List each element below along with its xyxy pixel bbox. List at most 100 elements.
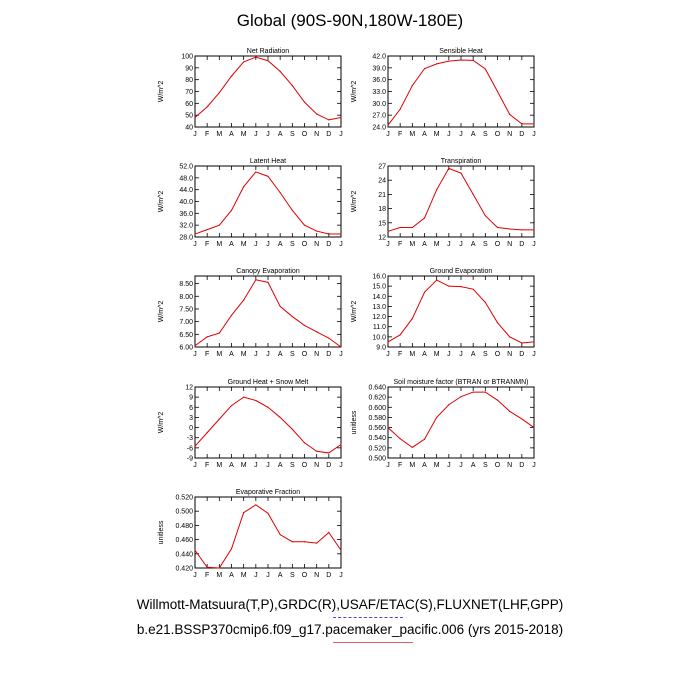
evaporative-fraction-point — [206, 566, 208, 568]
soil-moisture-factor-btran-or-btranmn-point — [460, 396, 462, 398]
soil-moisture-factor-btran-or-btranmn-xtick-label: F — [398, 462, 402, 469]
canopy-evaporation-point — [243, 299, 245, 301]
net-radiation-xtick-label: A — [278, 131, 283, 138]
canopy-evaporation-xtick-label: N — [314, 351, 319, 358]
evaporative-fraction-point — [230, 548, 233, 550]
canopy-evaporation-ylabel: W/m^2 — [158, 301, 165, 323]
soil-moisture-factor-btran-or-btranmn-xtick-label: J — [386, 462, 390, 469]
latent-heat-xtick-label: O — [302, 241, 308, 248]
latent-heat-ylabel: W/m^2 — [158, 191, 165, 213]
soil-moisture-factor-btran-or-btranmn-point — [387, 426, 389, 429]
transpiration-title: Transpiration — [441, 158, 482, 165]
canopy-evaporation-xtick-label: M — [241, 351, 247, 358]
evaporative-fraction-point — [291, 541, 293, 543]
transpiration-xtick-label: D — [519, 241, 524, 248]
ground-heat-snow-melt-xtick-label: J — [193, 462, 197, 469]
net-radiation-ytick-label: 40 — [185, 125, 193, 132]
ground-heat-snow-melt-ytick-label: -6 — [187, 445, 193, 452]
canopy-evaporation-xtick-label: A — [229, 351, 234, 358]
net-radiation-xtick-label: D — [326, 131, 331, 138]
transpiration-ytick-label: 15 — [378, 220, 386, 227]
ground-evaporation-ytick-label: 14.0 — [372, 294, 386, 301]
soil-moisture-factor-btran-or-btranmn-point — [448, 404, 450, 406]
latent-heat-xtick-label: J — [339, 241, 343, 248]
net-radiation-ytick-label: 70 — [185, 89, 193, 96]
ground-evaporation-ytick-label: 15.0 — [372, 284, 386, 291]
soil-moisture-factor-btran-or-btranmn-point — [399, 438, 401, 440]
evaporative-fraction-point — [255, 504, 257, 506]
sensible-heat-point — [472, 59, 474, 61]
transpiration-point — [399, 226, 401, 229]
ground-evaporation-xtick-label: A — [471, 351, 476, 358]
latent-heat-xtick-label: J — [266, 241, 270, 248]
sensible-heat-xtick-label: J — [459, 131, 463, 138]
evaporative-fraction-xtick-label: D — [326, 572, 331, 579]
transpiration-point — [448, 167, 450, 169]
soil-moisture-factor-btran-or-btranmn-point — [509, 410, 511, 412]
ground-heat-snow-melt-point — [230, 404, 233, 407]
latent-heat-point — [279, 192, 281, 194]
ground-heat-snow-melt-xtick-label: A — [229, 462, 234, 469]
net-radiation-point — [316, 113, 318, 115]
evaporative-fraction-xtick-label: M — [216, 572, 222, 579]
sensible-heat-point — [460, 59, 462, 61]
canopy-evaporation-ytick-label: 6.50 — [179, 332, 193, 339]
sensible-heat-point — [423, 68, 426, 70]
ground-evaporation-xtick-label: A — [422, 351, 427, 358]
canopy-evaporation-ytick-label: 7.00 — [179, 319, 193, 326]
evaporative-fraction-ytick-label: 0.520 — [175, 495, 193, 502]
canopy-evaporation-point — [218, 332, 220, 334]
evaporative-fraction-point — [243, 512, 245, 514]
net-radiation-xtick-label: J — [339, 131, 343, 138]
ground-heat-snow-melt-xtick-label: J — [339, 462, 343, 469]
net-radiation-ytick-label: 90 — [185, 65, 193, 72]
evaporative-fraction-xtick-label: J — [339, 572, 343, 579]
net-radiation-point — [255, 56, 257, 58]
soil-moisture-factor-btran-or-btranmn-xtick-label: M — [434, 462, 440, 469]
sensible-heat-point — [399, 108, 401, 110]
sensible-heat-xtick-label: J — [447, 131, 451, 138]
ground-evaporation-point — [533, 341, 535, 343]
ground-evaporation-point — [460, 286, 462, 288]
sensible-heat-xtick-label: A — [422, 131, 427, 138]
transpiration-point — [423, 217, 426, 219]
caption-case-name: b.e21.BSSP370cmip6.f09_g17.pacemaker_pac… — [136, 622, 564, 637]
ground-evaporation-xtick-label: S — [483, 351, 488, 358]
sensible-heat-ytick-label: 27.0 — [372, 113, 386, 120]
net-radiation-plot-frame — [194, 55, 342, 128]
transpiration-xtick-label: A — [422, 241, 427, 248]
ground-heat-snow-melt-panel: Ground Heat + Snow Melt W/m^2 -9 -6 -3 0 3 6 9 12… — [158, 379, 343, 469]
soil-moisture-factor-btran-or-btranmn-xtick-label: J — [459, 462, 463, 469]
ground-evaporation-point — [423, 291, 426, 293]
latent-heat-xtick-label: D — [326, 241, 331, 248]
evaporative-fraction-ylabel: unitless — [158, 520, 165, 544]
ground-evaporation-point — [411, 318, 413, 320]
ground-evaporation-xtick-label: F — [398, 351, 402, 358]
transpiration-point — [509, 228, 511, 230]
canopy-evaporation-xtick-label: A — [278, 351, 283, 358]
sensible-heat-ytick-label: 24.0 — [372, 125, 386, 132]
canopy-evaporation-point — [255, 279, 257, 281]
sensible-heat-xtick-label: O — [495, 131, 501, 138]
sensible-heat-point — [448, 60, 450, 62]
sensible-heat-point — [496, 90, 499, 93]
evaporative-fraction-point — [328, 531, 330, 534]
net-radiation-point — [206, 106, 208, 108]
evaporative-fraction-point — [340, 549, 342, 551]
latent-heat-point — [218, 224, 220, 226]
transpiration-point — [533, 229, 535, 231]
ground-heat-snow-melt-xtick-label: O — [302, 462, 308, 469]
sensible-heat-point — [484, 68, 486, 70]
ground-evaporation-xtick-label: O — [495, 351, 501, 358]
net-radiation-ylabel: W/m^2 — [158, 81, 165, 103]
ground-evaporation-xtick-label: J — [532, 351, 536, 358]
transpiration-xtick-label: F — [398, 241, 402, 248]
ground-evaporation-point — [509, 336, 511, 338]
soil-moisture-factor-btran-or-btranmn-point — [423, 438, 426, 440]
ground-evaporation-xtick-label: J — [447, 351, 451, 358]
sensible-heat-point — [436, 63, 438, 65]
transpiration-point — [472, 193, 474, 195]
sensible-heat-ylabel: W/m^2 — [351, 81, 358, 103]
sensible-heat-xtick-label: F — [398, 131, 402, 138]
sensible-heat-point — [509, 113, 511, 115]
